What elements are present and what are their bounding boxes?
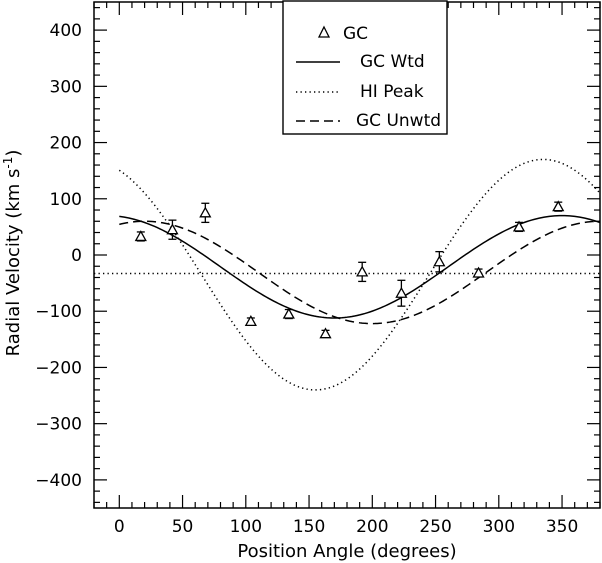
gc-data-point xyxy=(395,279,408,307)
gc-data-point xyxy=(319,327,332,339)
points-layer xyxy=(134,200,565,339)
y-tick-label: 100 xyxy=(50,190,82,210)
y-tick-label: 400 xyxy=(50,21,82,41)
y-axis-label-close: ) xyxy=(3,150,24,157)
series-line-hi-peak xyxy=(118,158,601,391)
gc-data-point xyxy=(356,261,369,283)
legend-label-hi-peak: HI Peak xyxy=(360,82,424,102)
legend-label-gc-unwtd: GC Unwtd xyxy=(356,111,441,131)
y-axis-label: Radial Velocity (km s-1) xyxy=(1,150,24,357)
x-tick-label: 300 xyxy=(483,517,515,537)
gc-data-point xyxy=(282,307,295,320)
triangle-marker xyxy=(166,223,179,235)
triangle-marker xyxy=(282,307,295,319)
triangle-marker xyxy=(199,206,212,218)
x-tick-label: 150 xyxy=(293,517,325,537)
triangle-marker xyxy=(472,266,485,278)
gc-data-point xyxy=(199,202,212,224)
legend-marker-triangle xyxy=(317,25,331,38)
x-tick-label: 50 xyxy=(172,517,194,537)
y-tick-label: −400 xyxy=(35,471,82,491)
gc-data-point xyxy=(472,266,485,278)
legend-label-gc: GC xyxy=(343,24,368,44)
y-tick-label: 200 xyxy=(50,134,82,154)
series-layer xyxy=(94,158,601,391)
gc-data-point xyxy=(512,220,526,233)
x-tick-label: 100 xyxy=(230,517,262,537)
legend: GC GC Wtd HI Peak GC Unwtd xyxy=(282,0,448,135)
legend-box xyxy=(282,0,448,135)
y-axis-label-sup: -1 xyxy=(1,157,15,169)
x-tick-label: 0 xyxy=(114,517,125,537)
y-tick-label: −300 xyxy=(35,415,82,435)
triangle-marker xyxy=(356,265,369,277)
triangle-marker xyxy=(512,220,526,232)
legend-label-gc-wtd: GC Wtd xyxy=(360,52,425,72)
series-line-gc-unwtd xyxy=(119,220,601,325)
triangle-marker xyxy=(244,315,257,326)
triangle-marker xyxy=(552,200,565,212)
gc-data-point xyxy=(552,200,565,212)
triangle-marker xyxy=(395,286,408,298)
x-tick-label: 350 xyxy=(546,517,578,537)
gc-data-point xyxy=(166,219,179,240)
triangle-marker xyxy=(319,327,332,339)
gc-data-point xyxy=(433,250,446,273)
triangle-marker xyxy=(134,230,147,242)
x-tick-label: 250 xyxy=(419,517,451,537)
x-tick-label: 200 xyxy=(356,517,388,537)
y-tick-label: −100 xyxy=(35,302,82,322)
y-tick-label: 0 xyxy=(71,246,82,266)
x-axis-label: Position Angle (degrees) xyxy=(237,541,456,562)
axes-layer: 0 50 100 150 200 250 300 350 −400 −300 −200 −100 0 10… xyxy=(35,1,601,537)
y-tick-label: −200 xyxy=(35,358,82,378)
y-axis-label-main: Radial Velocity (km s xyxy=(3,169,24,357)
y-tick-label: 300 xyxy=(50,77,82,97)
gc-data-point xyxy=(244,315,257,326)
triangle-marker xyxy=(433,255,446,267)
gc-data-point xyxy=(134,230,147,242)
